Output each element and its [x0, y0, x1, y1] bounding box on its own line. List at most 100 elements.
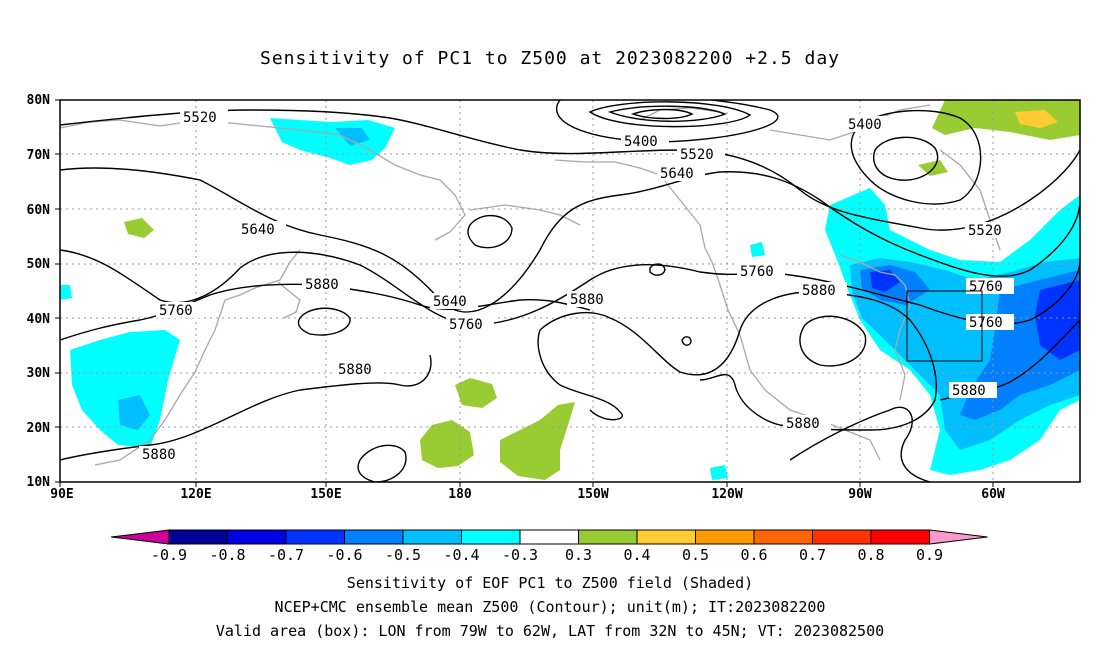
colorbar-label: 0.3	[565, 546, 592, 564]
colorbar-tip-left	[110, 529, 170, 545]
caption-valid-area: Valid area (box): LON from 79W to 62W, L…	[215, 622, 885, 640]
contour-5880-south	[60, 354, 432, 461]
contour-label: 5880	[802, 283, 836, 299]
positive-patch-arctic	[932, 100, 1080, 140]
colorbar-label: -0.9	[151, 546, 187, 564]
lat-label: 70N	[27, 148, 51, 163]
contour-5880-loop-c	[681, 336, 692, 346]
colorbar-label: -0.8	[209, 546, 245, 564]
colorbar-label: -0.3	[502, 546, 538, 564]
contour-inner-3	[630, 108, 694, 120]
lon-label: 180	[448, 487, 472, 502]
colorbar-swatch	[812, 529, 872, 545]
lon-label: 90W	[848, 487, 872, 502]
negative-patch-china-core	[118, 395, 150, 430]
colorbar-swatch	[344, 529, 404, 545]
negative-patch-small-c	[710, 465, 728, 480]
negative-patch-siberia-core	[335, 128, 370, 146]
colorbar-swatch	[519, 529, 579, 545]
colorbar-label: 0.9	[916, 546, 943, 564]
plot-frame	[59, 99, 1081, 483]
colorbar-label: -0.6	[326, 546, 362, 564]
contour-inner-2	[607, 105, 727, 122]
colorbar-label: 0.4	[623, 546, 650, 564]
lat-label: 20N	[27, 421, 51, 436]
colorbar-swatch	[870, 529, 930, 545]
colorbar-swatch	[461, 529, 521, 545]
lat-label: 80N	[27, 93, 51, 108]
colorbar-swatch	[168, 529, 228, 545]
contour-5880-gulf	[789, 406, 931, 482]
contour-5760	[60, 249, 1080, 326]
contour-label: 5400	[624, 134, 658, 150]
negative-patch-small-a	[750, 242, 765, 257]
colorbar-tip-right	[929, 529, 988, 545]
colorbar-swatch	[578, 529, 638, 545]
colorbar-label: 0.5	[682, 546, 709, 564]
colorbar-swatch	[695, 529, 755, 545]
contour-5880-loop-b	[649, 263, 666, 276]
contour-5640-loop	[467, 214, 513, 249]
axis-ticks	[55, 99, 994, 487]
colorbar-label: 0.7	[799, 546, 826, 564]
contour-label: 5880	[305, 277, 339, 293]
lon-label: 120E	[180, 487, 211, 502]
caption-contour: NCEP+CMC ensemble mean Z500 (Contour); u…	[274, 598, 826, 616]
lon-label: 150E	[310, 487, 341, 502]
lat-label: 40N	[27, 312, 51, 327]
colorbar-label: 0.6	[740, 546, 767, 564]
valid-area-box	[906, 290, 983, 362]
positive-patch-west	[124, 218, 154, 238]
lon-label: 90E	[50, 487, 73, 502]
contour-label: 5760	[969, 279, 1003, 295]
colorbar-swatch	[285, 529, 345, 545]
contour-label: 5880	[142, 447, 176, 463]
contour-label: 5640	[433, 294, 467, 310]
contour-inner-1	[588, 101, 752, 128]
contour-inner-east	[873, 136, 939, 181]
positive-patch-arctic-core	[1015, 110, 1058, 128]
contour-5400-east	[850, 109, 982, 205]
contour-label: 5760	[740, 264, 774, 280]
colorbar-swatch	[636, 529, 696, 545]
contour-label: 5760	[159, 303, 193, 319]
colorbar: -0.9 -0.8 -0.7 -0.6 -0.5 -0.4 -0.3 0.3 0.4 0.5 0.6…	[110, 529, 988, 564]
contour-label: 5520	[680, 147, 714, 163]
contour-label: 5640	[660, 166, 694, 182]
colorbar-swatch	[227, 529, 287, 545]
contour-label: 5640	[241, 222, 275, 238]
lon-label: 120W	[711, 487, 742, 502]
lat-label: 10N	[27, 475, 51, 490]
negative-patch-atlantic-core	[1035, 280, 1080, 360]
contour-5400-north	[555, 100, 779, 143]
colorbar-label: 0.8	[857, 546, 884, 564]
contour-5880-central	[539, 291, 937, 431]
colorbar-label: -0.4	[443, 546, 479, 564]
positive-patch-pacific-c	[500, 402, 575, 480]
contour-label: 5520	[968, 223, 1002, 239]
lat-label: 30N	[27, 366, 51, 381]
lon-label: 60W	[981, 487, 1005, 502]
lon-label: 150W	[577, 487, 608, 502]
contour-label: 5880	[952, 383, 986, 399]
caption-shaded: Sensitivity of EOF PC1 to Z500 field (Sh…	[346, 574, 754, 592]
contour-label: 5760	[969, 315, 1003, 331]
contour-5880-mid	[537, 329, 623, 421]
contour-label: 5880	[570, 292, 604, 308]
lat-label: 50N	[27, 257, 51, 272]
contour-label: 5760	[449, 317, 483, 333]
colorbar-label: -0.7	[268, 546, 304, 564]
z500-contours	[60, 100, 1080, 482]
lat-label: 60N	[27, 203, 51, 218]
negative-patch-china	[70, 330, 180, 448]
sensitivity-map: 5520 5400 5520 5640 5400 5520 5640 5640 …	[27, 93, 1081, 564]
contour-5880-loop-d	[799, 315, 867, 367]
negative-patch-core-west	[870, 270, 900, 292]
contour-5640	[60, 167, 1080, 313]
contour-label: 5520	[183, 110, 217, 126]
colorbar-swatch	[402, 529, 462, 545]
plot-title: Sensitivity of PC1 to Z500 at 2023082200…	[259, 48, 840, 69]
colorbar-swatch	[753, 529, 813, 545]
contour-label: 5400	[848, 117, 882, 133]
contour-label: 5880	[338, 362, 372, 378]
